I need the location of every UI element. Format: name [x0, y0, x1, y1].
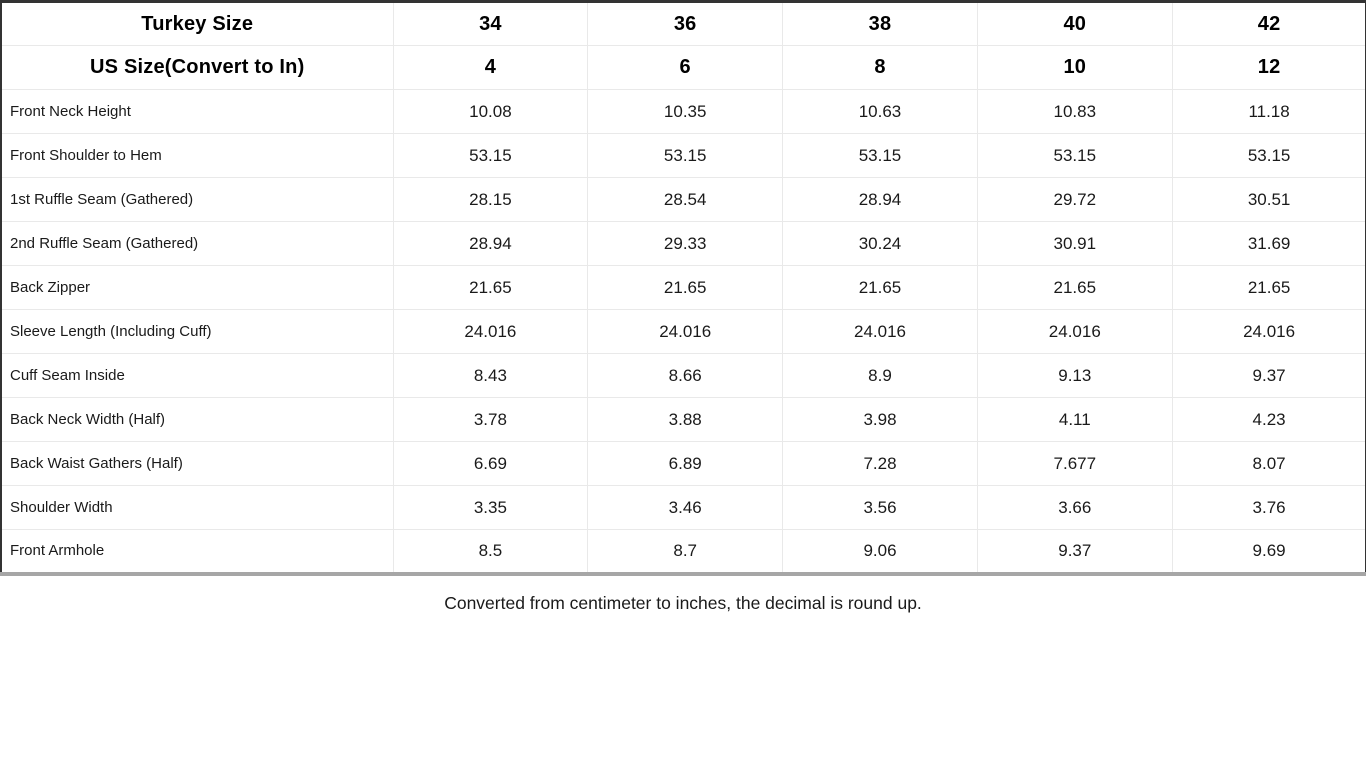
row-label: Back Waist Gathers (Half)	[0, 441, 394, 486]
value-cell: 3.46	[587, 485, 784, 530]
value-cell: 53.15	[1171, 133, 1366, 178]
header-row: US Size(Convert to In) 4 6 8 10 12	[0, 45, 1366, 90]
row-label: Back Neck Width (Half)	[0, 397, 394, 442]
value-cell: 24.016	[587, 309, 784, 354]
value-cell: 9.06	[782, 529, 978, 574]
value-cell: 24.016	[976, 309, 1173, 354]
value-cell: 11.18	[1171, 89, 1366, 134]
header-value-cell: 8	[782, 45, 978, 90]
table-row: Front Neck Height 10.08 10.35 10.63 10.83 11.…	[0, 89, 1366, 134]
table-row: Front Armhole 8.5 8.7 9.06 9.37 9.69	[0, 529, 1366, 574]
value-cell: 53.15	[587, 133, 784, 178]
value-cell: 24.016	[392, 309, 589, 354]
header-value-cell: 40	[976, 1, 1173, 46]
table-row: Back Waist Gathers (Half) 6.69 6.89 7.28 7.6…	[0, 441, 1366, 486]
value-cell: 29.33	[587, 221, 784, 266]
conversion-note: Converted from centimeter to inches, the…	[444, 592, 922, 613]
size-chart-table: Turkey Size 34 36 38 40 42 US Size(Convert to …	[0, 0, 1366, 576]
value-cell: 8.9	[782, 353, 978, 398]
size-chart-body: Front Neck Height 10.08 10.35 10.63 10.83 11.…	[0, 89, 1366, 574]
value-cell: 8.43	[392, 353, 589, 398]
value-cell: 29.72	[976, 177, 1173, 222]
table-row: 1st Ruffle Seam (Gathered) 28.15 28.54 28.9…	[0, 177, 1366, 222]
value-cell: 53.15	[782, 133, 978, 178]
header-value-cell: 38	[782, 1, 978, 46]
row-label: Cuff Seam Inside	[0, 353, 394, 398]
value-cell: 10.35	[587, 89, 784, 134]
value-cell: 3.56	[782, 485, 978, 530]
value-cell: 8.07	[1171, 441, 1366, 486]
header-value-cell: 4	[392, 45, 589, 90]
value-cell: 24.016	[1171, 309, 1366, 354]
value-cell: 28.94	[782, 177, 978, 222]
table-row: Shoulder Width 3.35 3.46 3.56 3.66 3.76	[0, 485, 1366, 530]
value-cell: 53.15	[392, 133, 589, 178]
value-cell: 9.69	[1171, 529, 1366, 574]
value-cell: 31.69	[1171, 221, 1366, 266]
header-row-label: Turkey Size	[0, 1, 394, 46]
value-cell: 28.15	[392, 177, 589, 222]
row-label: Front Neck Height	[0, 89, 394, 134]
value-cell: 3.98	[782, 397, 978, 442]
table-row: Back Neck Width (Half) 3.78 3.88 3.98 4.11 4.…	[0, 397, 1366, 442]
row-label: 2nd Ruffle Seam (Gathered)	[0, 221, 394, 266]
value-cell: 24.016	[782, 309, 978, 354]
value-cell: 3.35	[392, 485, 589, 530]
value-cell: 10.83	[976, 89, 1173, 134]
value-cell: 8.5	[392, 529, 589, 574]
header-row-label: US Size(Convert to In)	[0, 45, 394, 90]
row-label: Shoulder Width	[0, 485, 394, 530]
value-cell: 10.63	[782, 89, 978, 134]
header-value-cell: 10	[976, 45, 1173, 90]
row-label: Front Shoulder to Hem	[0, 133, 394, 178]
row-label: Front Armhole	[0, 529, 394, 574]
value-cell: 21.65	[587, 265, 784, 310]
value-cell: 3.78	[392, 397, 589, 442]
value-cell: 7.677	[976, 441, 1173, 486]
row-label: Back Zipper	[0, 265, 394, 310]
value-cell: 4.23	[1171, 397, 1366, 442]
table-row: 2nd Ruffle Seam (Gathered) 28.94 29.33 30.2…	[0, 221, 1366, 266]
value-cell: 6.69	[392, 441, 589, 486]
value-cell: 30.51	[1171, 177, 1366, 222]
header-row: Turkey Size 34 36 38 40 42	[0, 1, 1366, 46]
value-cell: 9.37	[976, 529, 1173, 574]
value-cell: 3.88	[587, 397, 784, 442]
value-cell: 21.65	[976, 265, 1173, 310]
value-cell: 7.28	[782, 441, 978, 486]
value-cell: 53.15	[976, 133, 1173, 178]
table-row: Front Shoulder to Hem 53.15 53.15 53.15 53.1…	[0, 133, 1366, 178]
value-cell: 6.89	[587, 441, 784, 486]
value-cell: 21.65	[782, 265, 978, 310]
value-cell: 9.37	[1171, 353, 1366, 398]
value-cell: 8.66	[587, 353, 784, 398]
row-label: 1st Ruffle Seam (Gathered)	[0, 177, 394, 222]
header-value-cell: 12	[1171, 45, 1366, 90]
value-cell: 30.91	[976, 221, 1173, 266]
value-cell: 30.24	[782, 221, 978, 266]
value-cell: 3.66	[976, 485, 1173, 530]
value-cell: 9.13	[976, 353, 1173, 398]
table-row: Sleeve Length (Including Cuff) 24.016 24.0…	[0, 309, 1366, 354]
value-cell: 28.94	[392, 221, 589, 266]
table-row: Cuff Seam Inside 8.43 8.66 8.9 9.13 9.37	[0, 353, 1366, 398]
value-cell: 21.65	[1171, 265, 1366, 310]
size-chart-header: Turkey Size 34 36 38 40 42 US Size(Convert to …	[0, 1, 1366, 90]
value-cell: 10.08	[392, 89, 589, 134]
value-cell: 21.65	[392, 265, 589, 310]
row-label: Sleeve Length (Including Cuff)	[0, 309, 394, 354]
header-value-cell: 42	[1171, 1, 1366, 46]
value-cell: 8.7	[587, 529, 784, 574]
value-cell: 3.76	[1171, 485, 1366, 530]
header-value-cell: 36	[587, 1, 784, 46]
header-value-cell: 6	[587, 45, 784, 90]
value-cell: 28.54	[587, 177, 784, 222]
table-row: Back Zipper 21.65 21.65 21.65 21.65 21.65	[0, 265, 1366, 310]
header-value-cell: 34	[392, 1, 589, 46]
value-cell: 4.11	[976, 397, 1173, 442]
